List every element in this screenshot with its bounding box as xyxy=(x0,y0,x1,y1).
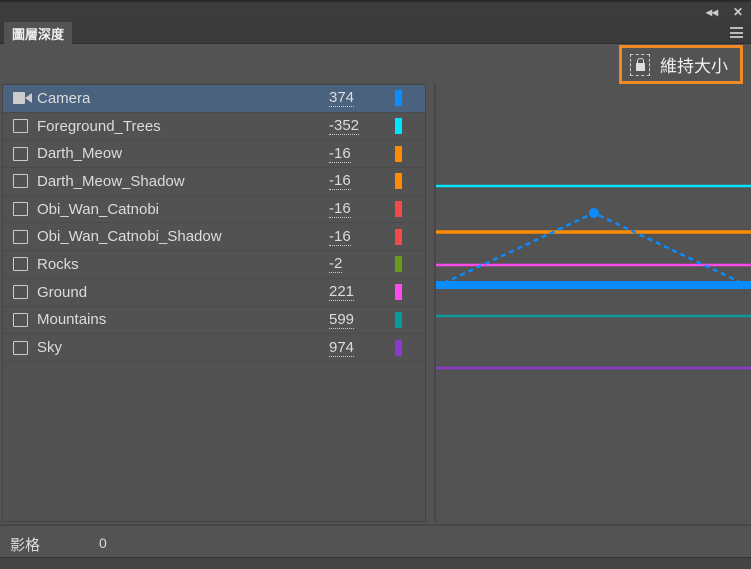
layer-icon xyxy=(13,202,28,217)
layer-depth[interactable]: 599 xyxy=(329,310,355,329)
layer-name: Ground xyxy=(37,283,88,301)
layer-icon xyxy=(13,146,28,161)
layer-name: Obi_Wan_Catnobi_Shadow xyxy=(37,228,222,246)
layer-color-swatch[interactable] xyxy=(395,256,402,273)
layer-icon xyxy=(13,119,28,134)
maintain-size-label: 維持大小 xyxy=(660,57,728,76)
layer-name: Mountains xyxy=(37,311,107,329)
layer-depth[interactable]: 221 xyxy=(329,283,355,302)
collapse-icon[interactable]: ◂◂ xyxy=(706,5,719,19)
close-icon[interactable]: ✕ xyxy=(733,5,744,19)
layer-icon xyxy=(13,174,28,189)
layer-depth[interactable]: -16 xyxy=(329,227,351,246)
layer-icon xyxy=(13,229,28,244)
layer-name: Camera xyxy=(37,89,91,107)
camera-icon xyxy=(13,92,32,105)
layer-name: Darth_Meow xyxy=(37,145,123,163)
layer-name: Sky xyxy=(37,339,63,357)
layer-row[interactable]: Darth_Meow -16 xyxy=(3,140,425,169)
frame-label: 影格 xyxy=(10,537,41,554)
layer-depth[interactable]: 374 xyxy=(329,89,355,108)
maintain-size-button[interactable]: 維持大小 xyxy=(619,45,743,84)
layer-color-swatch[interactable] xyxy=(395,339,402,356)
layer-color-swatch[interactable] xyxy=(395,311,402,328)
tab-bar: 圖層深度 xyxy=(0,22,751,44)
camera-point xyxy=(589,208,599,218)
layer-icon xyxy=(13,340,28,355)
lock-icon xyxy=(630,53,650,76)
layer-name: Obi_Wan_Catnobi xyxy=(37,200,160,218)
layer-depth[interactable]: -2 xyxy=(329,255,343,274)
footer: 影格 0 xyxy=(0,524,751,557)
layer-color-swatch[interactable] xyxy=(395,90,402,107)
panel-menu-icon[interactable] xyxy=(730,27,743,38)
layer-row[interactable]: Sky 974 xyxy=(3,334,425,362)
depth-preview-svg xyxy=(436,184,751,370)
layer-color-swatch[interactable] xyxy=(395,201,402,218)
depth-preview xyxy=(434,84,751,522)
layer-list: Camera 374 Foreground_Trees -352 Darth_M… xyxy=(2,84,426,522)
layer-icon xyxy=(13,257,28,272)
panel-topbar: ◂◂ ✕ xyxy=(0,0,751,22)
layer-color-swatch[interactable] xyxy=(395,284,402,301)
layer-row[interactable]: Foreground_Trees -352 xyxy=(3,113,425,141)
layer-name: Darth_Meow_Shadow xyxy=(37,172,185,190)
camera-frustum xyxy=(443,211,743,285)
layer-color-swatch[interactable] xyxy=(395,118,402,135)
tab-layer-depth[interactable]: 圖層深度 xyxy=(4,22,73,44)
layer-depth[interactable]: -352 xyxy=(329,117,360,136)
layer-row[interactable]: Camera 374 xyxy=(3,85,425,113)
layer-row[interactable]: Obi_Wan_Catnobi -16 xyxy=(3,196,425,224)
layer-icon xyxy=(13,312,28,327)
layer-row[interactable]: Mountains 599 xyxy=(3,307,425,335)
layer-row[interactable]: Rocks -2 xyxy=(3,251,425,279)
layer-row[interactable]: Ground 221 xyxy=(3,279,425,307)
layer-depth[interactable]: -16 xyxy=(329,144,351,163)
layer-name: Foreground_Trees xyxy=(37,117,161,135)
resize-handle[interactable] xyxy=(0,557,751,569)
layer-color-swatch[interactable] xyxy=(395,173,402,190)
layer-row[interactable]: Darth_Meow_Shadow -16 xyxy=(3,168,425,196)
layer-depth[interactable]: -16 xyxy=(329,200,351,219)
layer-icon xyxy=(13,285,28,300)
layer-depth[interactable]: 974 xyxy=(329,338,355,357)
layer-color-swatch[interactable] xyxy=(395,145,402,162)
layer-row[interactable]: Obi_Wan_Catnobi_Shadow -16 xyxy=(3,223,425,252)
layer-depth[interactable]: -16 xyxy=(329,172,351,191)
layer-name: Rocks xyxy=(37,255,79,273)
frame-value[interactable]: 0 xyxy=(99,535,107,551)
layer-color-swatch[interactable] xyxy=(395,228,402,245)
